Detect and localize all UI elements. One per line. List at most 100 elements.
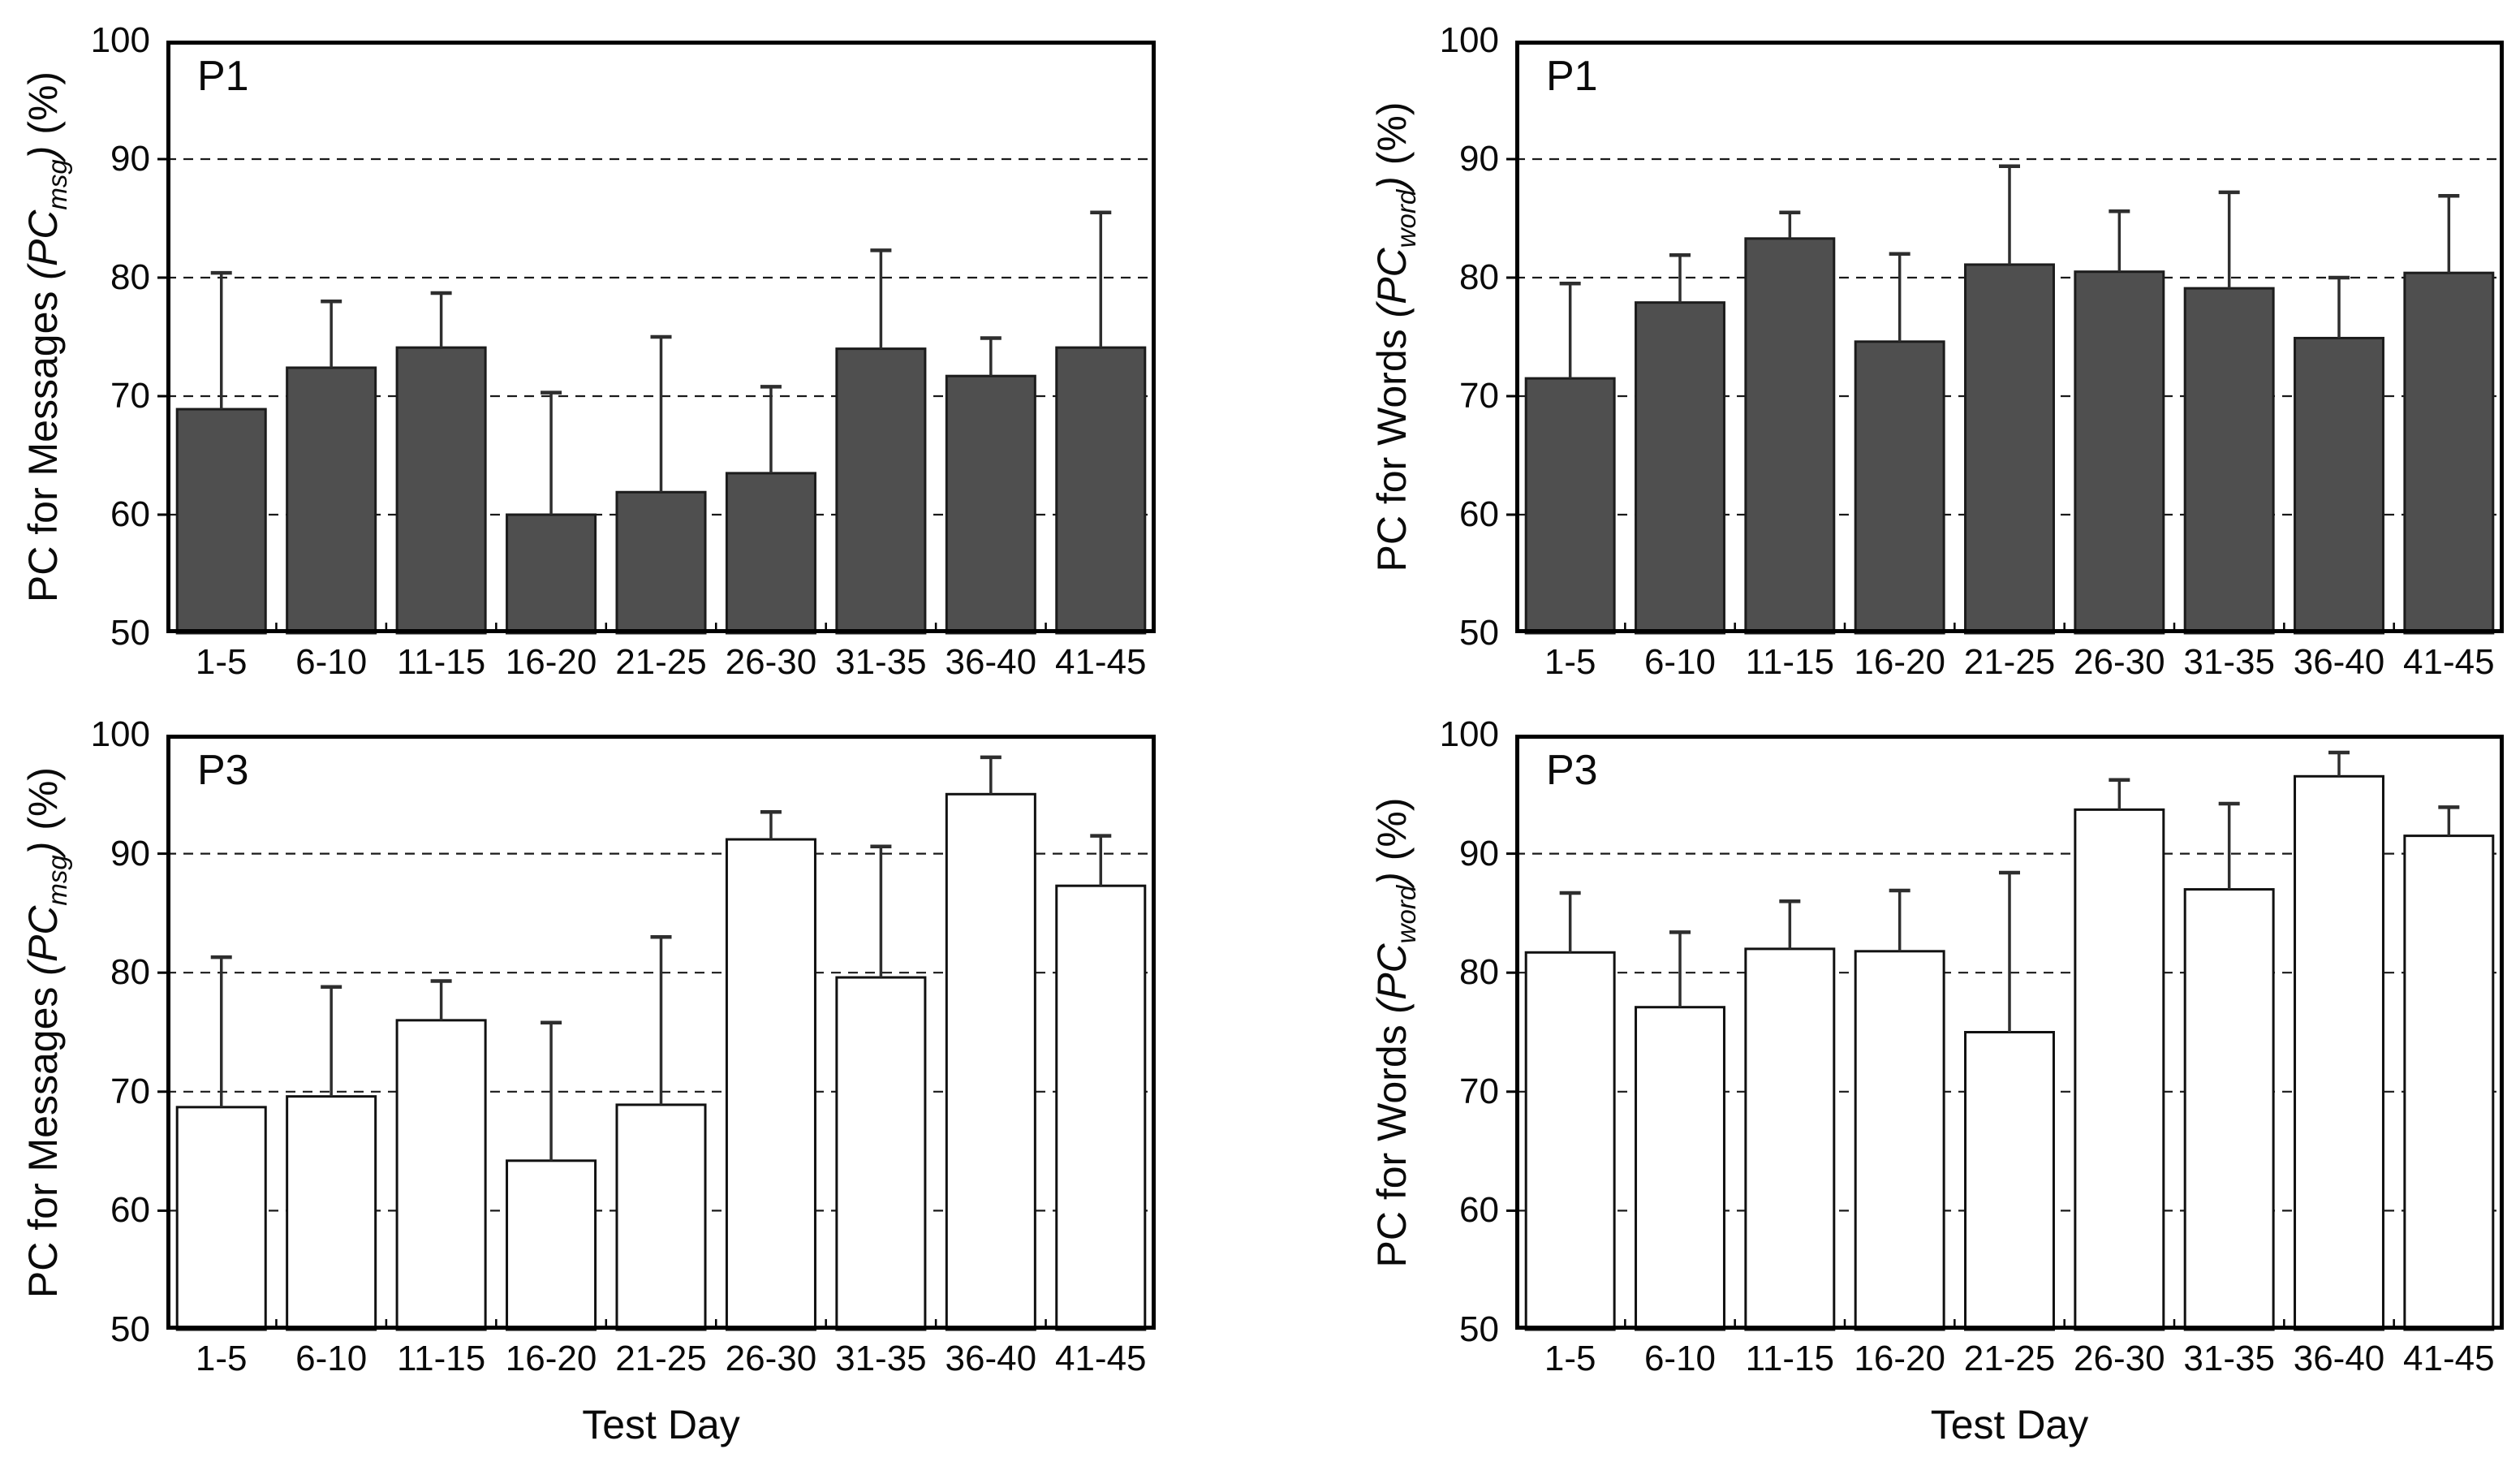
x-axis-title: Test Day: [582, 1402, 740, 1447]
y-axis-title-unit: (%): [20, 766, 67, 842]
y-tick-label: 90: [110, 833, 150, 873]
panel-label: P3: [1546, 747, 1598, 794]
y-tick-label: 100: [1439, 714, 1499, 754]
x-tick-label: 41-45: [2403, 642, 2495, 682]
y-tick-label: 70: [1459, 376, 1499, 416]
y-tick-label: 90: [1459, 833, 1499, 873]
bar: [1635, 301, 1725, 635]
y-tick-label: 70: [1459, 1071, 1499, 1111]
y-tick-label: 60: [110, 494, 150, 534]
x-tick-label: 6-10: [295, 642, 368, 682]
y-axis-title-subscript: word: [1390, 885, 1421, 943]
panel-p3-words: PC for Words (PCword) (%) P3 Test Day 10…: [1369, 715, 2504, 1447]
panel-label: P3: [197, 747, 249, 794]
x-tick-label: 26-30: [2074, 642, 2165, 682]
plot-frame: [1515, 735, 2504, 1330]
bar: [1854, 340, 1945, 635]
bar: [725, 838, 816, 1331]
x-tick-label: 1-5: [195, 1339, 248, 1378]
y-axis-title-math-close: ): [1369, 871, 1415, 886]
x-tick-label: 26-30: [2074, 1339, 2165, 1378]
bar: [2183, 287, 2275, 635]
x-tick-label: 21-25: [1963, 642, 2056, 682]
plot-frame: [1515, 41, 2504, 633]
x-tick-label: 1-5: [195, 642, 248, 682]
x-tick-label: 11-15: [1745, 642, 1834, 682]
x-tick-label: 6-10: [295, 1339, 368, 1378]
bar: [506, 1159, 597, 1331]
x-tick-label: 31-35: [2183, 642, 2275, 682]
x-tick-label: 6-10: [1643, 642, 1717, 682]
bar: [2403, 835, 2495, 1331]
y-tick-label: 80: [110, 952, 150, 993]
bar: [945, 374, 1036, 635]
bar: [1854, 950, 1945, 1331]
x-tick-label: 11-15: [1745, 1339, 1834, 1378]
y-tick-label: 60: [1459, 494, 1499, 534]
bar: [2294, 774, 2384, 1331]
y-tick-label: 50: [110, 613, 150, 653]
x-tick-label: 21-25: [615, 1339, 707, 1378]
y-tick-label: 60: [1459, 1190, 1499, 1231]
panel-label: P1: [1546, 53, 1598, 100]
x-tick-label: 31-35: [2183, 1339, 2275, 1378]
bar: [835, 347, 927, 635]
y-tick-label: 90: [110, 139, 150, 179]
y-tick-label: 80: [110, 257, 150, 297]
y-axis-title-unit: (%): [20, 71, 67, 146]
x-tick-label: 16-20: [505, 1339, 597, 1378]
y-tick-label: 70: [110, 1071, 150, 1111]
x-tick-label: 41-45: [2403, 1339, 2495, 1378]
x-tick-label: 16-20: [1854, 1339, 1945, 1378]
plot-frame: [166, 735, 1156, 1330]
bar: [945, 792, 1036, 1331]
bar: [286, 366, 377, 635]
panel-p3-messages: PC for Messages (PCmsg) (%) P3 Test Day …: [20, 715, 1156, 1447]
x-tick-label: 31-35: [835, 642, 927, 682]
bar: [395, 346, 487, 635]
plot-area: [157, 41, 1156, 635]
bar: [1055, 346, 1147, 635]
bar: [2074, 270, 2165, 635]
x-tick-label: 6-10: [1643, 1339, 1717, 1378]
y-axis-title-text: PC for Messages: [20, 975, 67, 1298]
bar: [1964, 263, 2055, 635]
x-tick-label: 1-5: [1544, 642, 1596, 682]
bar: [1635, 1006, 1725, 1331]
bar: [1964, 1031, 2055, 1331]
plot-area: [157, 735, 1156, 1331]
x-tick-label: 36-40: [945, 1339, 1037, 1378]
bar: [1524, 951, 1616, 1331]
y-axis-title-subscript: word: [1390, 189, 1421, 248]
y-tick-label: 100: [90, 20, 150, 60]
y-tick-label: 50: [1459, 613, 1499, 653]
x-tick-label: 11-15: [396, 1339, 486, 1378]
y-tick-label: 60: [110, 1190, 150, 1231]
bar: [1524, 377, 1616, 635]
plot-frame: [166, 41, 1156, 633]
y-tick-label: 70: [110, 376, 150, 416]
bar: [286, 1095, 377, 1331]
bar: [2183, 888, 2275, 1331]
bar: [2403, 271, 2495, 635]
x-tick-label: 26-30: [725, 642, 817, 682]
y-tick-label: 100: [1439, 20, 1499, 60]
x-tick-label: 1-5: [1544, 1339, 1596, 1378]
x-tick-label: 26-30: [725, 1339, 817, 1378]
x-tick-label: 21-25: [615, 642, 707, 682]
panel-p1-messages: PC for Messages (PCmsg) (%) P1 100 90 80 70…: [20, 21, 1156, 682]
x-axis-title: Test Day: [1930, 1402, 2089, 1447]
x-tick-label: 36-40: [2293, 642, 2385, 682]
bar: [1744, 947, 1836, 1331]
bar: [2294, 336, 2384, 635]
y-tick-label: 50: [110, 1309, 150, 1349]
y-tick-label: 80: [1459, 257, 1499, 297]
bar: [1744, 237, 1836, 635]
x-tick-label: 11-15: [396, 642, 486, 682]
y-tick-label: 90: [1459, 139, 1499, 179]
bar: [2074, 808, 2165, 1331]
bar: [725, 472, 816, 635]
bar: [1055, 884, 1147, 1331]
panel-p1-words: PC for Words (PCword) (%) P1 100 90 80 70 60…: [1369, 21, 2504, 682]
